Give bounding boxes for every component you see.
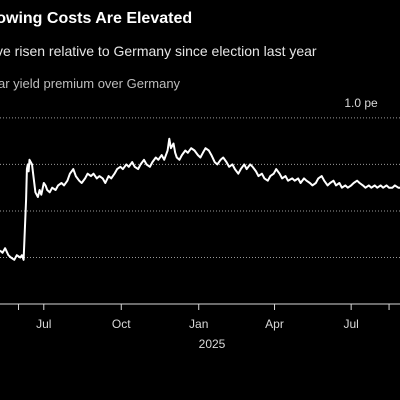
y-axis-label: ar yield premium over Germany <box>0 76 181 91</box>
grid-lines <box>0 117 400 258</box>
x-tick-label: Apr <box>265 317 284 331</box>
x-axis-ticks: Jul Oct Jan Apr Jul <box>18 304 390 331</box>
chart-subtitle: ve risen relative to Germany since elect… <box>0 43 317 59</box>
x-tick-label: Oct <box>112 317 131 331</box>
series-line-yield-premium <box>0 137 400 261</box>
y-unit-label: 1.0 pe <box>344 96 378 110</box>
chart-title: rowing Costs Are Elevated <box>0 10 193 27</box>
x-axis-year-label: 2025 <box>199 337 226 351</box>
x-tick-label: Jul <box>36 317 51 331</box>
x-tick-label: Jan <box>189 317 208 331</box>
x-tick-label: Jul <box>343 317 358 331</box>
